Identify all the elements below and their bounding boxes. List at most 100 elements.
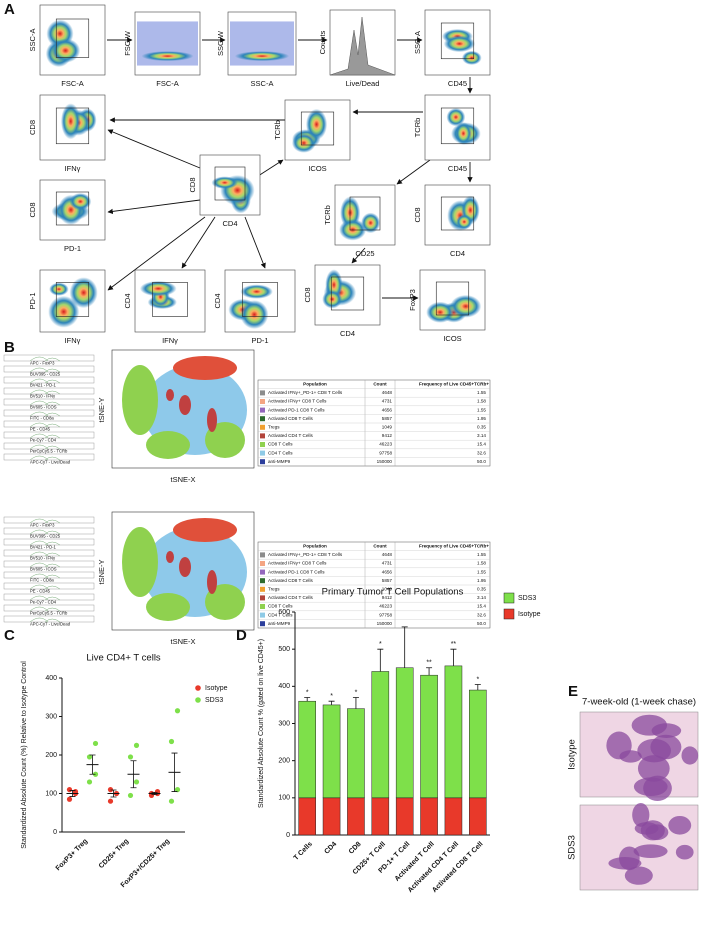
table-cell: anti-MMP9: [268, 459, 291, 464]
axis-label: CD4: [340, 329, 355, 338]
tsne-image: [179, 557, 191, 577]
error-bar: [110, 789, 117, 798]
table-header: Population: [303, 544, 327, 549]
bar-segment: [469, 797, 487, 836]
table-cell: 97758: [379, 612, 392, 617]
axis-label: CD4: [123, 293, 132, 308]
axis-label: PD-1: [251, 336, 268, 345]
flow-plot: SSC-A FSC-A: [28, 4, 106, 88]
channel-label: PerCpCy5.5 - TCRb: [30, 449, 68, 454]
table-cell: 46223: [379, 604, 392, 609]
axis-label: IFNγ: [65, 164, 81, 173]
tsne-image: [179, 395, 191, 415]
y-tick-label: 200: [45, 752, 57, 759]
table-cell: Tregs: [268, 587, 280, 592]
panel-label: A: [4, 1, 15, 18]
y-tick-label: 100: [45, 790, 57, 797]
scatter-image: [60, 103, 81, 140]
table-cell: 150000: [377, 459, 393, 464]
bar-segment: [395, 797, 414, 836]
table-cell: 1.95: [477, 578, 486, 583]
table-cell: 3.14: [477, 595, 486, 600]
axis-label: TCRb: [273, 120, 282, 140]
histogram-box: [3, 549, 95, 557]
axis-label: FoxP3: [408, 289, 417, 311]
bar-segment: [347, 797, 365, 836]
row-swatch: [260, 552, 265, 558]
significance: *: [330, 693, 333, 700]
error-bar: [401, 626, 408, 668]
histogram-image: [329, 16, 396, 76]
axis-label: CD8: [188, 177, 197, 192]
legend-label: Isotype: [205, 685, 228, 692]
histology-image: [643, 775, 672, 801]
gate: [440, 196, 475, 231]
gate: [214, 166, 246, 201]
axis-label: CD8: [28, 120, 37, 135]
row-swatch: [260, 390, 265, 396]
histogram-box: [3, 593, 95, 601]
data-point: [107, 798, 114, 804]
row-swatch: [260, 561, 265, 566]
flow-plot: SSC-A CD45: [413, 9, 491, 88]
scatter-image: [446, 108, 466, 127]
channel-label: FITC - CD8a: [30, 578, 54, 583]
tsne-image: [173, 356, 237, 380]
histology-image: [668, 815, 692, 835]
y-axis-label: Standardized Absolute Count % (gated on …: [258, 639, 265, 808]
tsne-image: [166, 551, 174, 563]
histogram-curve: [29, 595, 61, 601]
channel-label: PE - CD45: [30, 427, 51, 432]
histology-label: SDS3: [567, 835, 578, 860]
axis-label: PD-1: [28, 292, 37, 309]
tsne-image: [207, 570, 217, 594]
flow-plot: PD-1 IFNγ: [28, 269, 106, 345]
table-cell: 50.0: [477, 459, 486, 464]
histogram-curve: [29, 455, 61, 461]
table-header: Count: [373, 382, 387, 387]
histology-image: [637, 738, 671, 763]
table-cell: 1.58: [477, 399, 486, 404]
scatter-image: [455, 122, 472, 145]
axis-label: tSNE-X: [170, 475, 195, 484]
legend-label: SDS3: [205, 697, 223, 704]
scatter-image: [49, 282, 69, 296]
legend-label: SDS3: [518, 595, 536, 602]
x-tick-label: CD8: [348, 841, 363, 856]
axis-label: SSC-W: [216, 30, 225, 56]
table-cell: Activated CD8 T Cells: [268, 416, 313, 421]
flow-plot: TCRb ICOS: [273, 99, 351, 173]
axis-label: FSC-A: [61, 79, 84, 88]
histogram-box: [3, 409, 95, 417]
significance: **: [426, 660, 432, 667]
axis-label: CD45: [448, 79, 467, 88]
significance: **: [451, 641, 457, 648]
y-tick-label: 0: [286, 832, 290, 839]
histology-image: [675, 844, 694, 860]
histogram-box: [3, 527, 95, 535]
bar-segment: [395, 667, 414, 799]
significance: *: [476, 676, 479, 683]
table-header: Frequency of Live CD45+TCRb+: [419, 544, 489, 549]
histogram-curve: [29, 433, 61, 439]
table-cell: Activated IFNγ+_PD-1+ CD8 T Cells: [268, 390, 343, 395]
channel-label: BV605 - ICOS: [30, 567, 57, 572]
scatter-image: [234, 51, 290, 62]
x-tick-label: Activated CD8 T Cell: [431, 841, 484, 894]
histogram-curve: [29, 551, 61, 557]
table-cell: anti-MMP9: [268, 621, 291, 626]
y-tick-label: 300: [45, 713, 57, 720]
error-bar: [426, 667, 433, 676]
x-tick-label: FoxP3+ Treg: [55, 838, 90, 873]
gate: [440, 22, 475, 60]
histogram-curve: [29, 389, 61, 395]
histology-image: [619, 750, 642, 763]
histogram-curve: [29, 444, 61, 450]
histogram-box: [3, 571, 95, 579]
table-cell: 4656: [382, 569, 393, 574]
histogram-curve: [29, 356, 61, 362]
data-point: [66, 796, 73, 802]
histogram-box: [3, 516, 95, 524]
error-bar: [328, 700, 335, 705]
table-cell: 1.55: [477, 390, 486, 395]
